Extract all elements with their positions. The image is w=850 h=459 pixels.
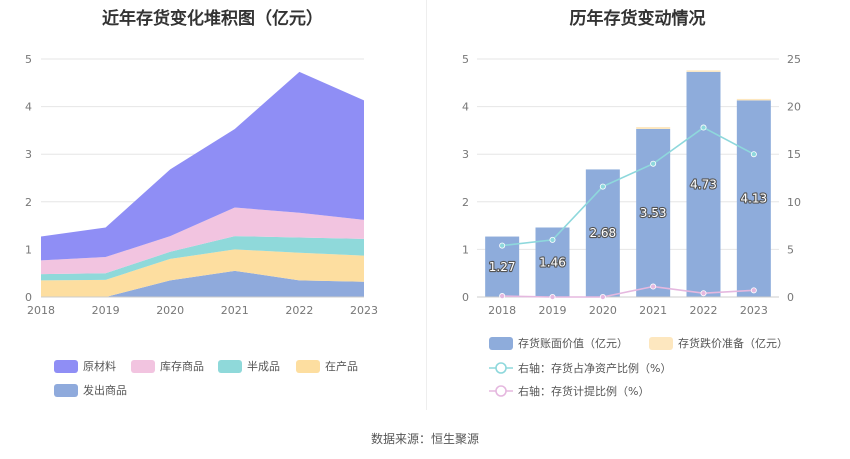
legend-swatch <box>54 360 78 373</box>
line-point <box>599 293 606 300</box>
legend-label: 在产品 <box>325 359 358 373</box>
y-tick-label: 2 <box>25 196 32 209</box>
line-series <box>502 285 754 298</box>
legend-label: 右轴：存货占净资产比例（%） <box>518 361 671 375</box>
y-tick-label: 0 <box>25 291 32 304</box>
y-tick-label: 5 <box>25 53 32 66</box>
stacked-area-chart: 0 1 2 3 4 5 2018 2019 2020 2021 2022 2023 原材料 库存商品 半成品… <box>25 53 378 397</box>
bar-value-label: 3.53 <box>640 206 667 220</box>
line-point <box>750 151 757 158</box>
area-series <box>41 236 364 281</box>
right-chart-title: 历年存货变动情况 <box>569 9 706 29</box>
line-point <box>549 293 556 300</box>
bar <box>686 71 721 298</box>
line-point <box>750 287 757 294</box>
legend-swatch <box>296 360 320 373</box>
line-point <box>599 183 606 190</box>
data-source-note: 数据来源：恒生聚源 <box>370 432 479 446</box>
legend-label: 发出商品 <box>83 383 127 397</box>
area-series <box>41 270 364 297</box>
y2-tick-label: 15 <box>787 148 801 161</box>
left-chart-title: 近年存货变化堆积图（亿元） <box>102 9 323 29</box>
bar <box>585 169 620 297</box>
x-tick-label: 2022 <box>690 304 718 317</box>
line-series <box>502 126 755 247</box>
area-series <box>41 71 364 261</box>
legend-swatch <box>489 337 513 350</box>
legend-swatch <box>54 384 78 397</box>
legend-marker <box>495 385 507 397</box>
legend-label: 存货跌价准备（亿元） <box>678 336 788 350</box>
reserve-bar <box>736 98 771 101</box>
x-tick-label: 2018 <box>488 304 516 317</box>
legend-label: 库存商品 <box>160 359 204 373</box>
y2-tick-label: 20 <box>787 101 801 114</box>
y-tick-label: 3 <box>25 148 32 161</box>
y-tick-label: 4 <box>25 101 32 114</box>
y-tick-label: 4 <box>462 101 469 114</box>
legend-label: 存货账面价值（亿元） <box>518 336 628 350</box>
y2-tick-label: 5 <box>787 243 794 256</box>
x-tick-label: 2021 <box>221 304 249 317</box>
x-tick-label: 2023 <box>740 304 768 317</box>
y-tick-label: 0 <box>462 291 469 304</box>
x-tick-label: 2022 <box>285 304 313 317</box>
bar-value-label: 4.13 <box>740 192 767 206</box>
line-point <box>650 160 657 167</box>
y2-tick-label: 10 <box>787 196 801 209</box>
bar-value-label: 1.46 <box>539 255 566 269</box>
inventory-bar-line-chart: 0 1 2 3 4 5 0 5 10 15 20 25 1.27 1.46 2.68 3.53 4.73 4.13… <box>462 53 801 398</box>
y-tick-label: 1 <box>462 243 469 256</box>
bar <box>636 128 671 297</box>
x-tick-label: 2023 <box>350 304 378 317</box>
line-point <box>499 242 506 249</box>
x-tick-label: 2020 <box>589 304 617 317</box>
legend-label: 原材料 <box>83 359 116 373</box>
y2-tick-label: 0 <box>787 291 794 304</box>
reserve-bar <box>636 127 671 129</box>
line-point <box>650 283 657 290</box>
area-series <box>41 249 364 297</box>
x-tick-label: 2018 <box>27 304 55 317</box>
area-series <box>41 207 364 275</box>
y-tick-label: 1 <box>25 243 32 256</box>
x-tick-label: 2020 <box>156 304 184 317</box>
legend-swatch <box>218 360 242 373</box>
reserve-bar <box>686 70 721 72</box>
y2-tick-label: 25 <box>787 53 801 66</box>
y-tick-label: 3 <box>462 148 469 161</box>
legend-swatch <box>131 360 155 373</box>
legend-marker <box>495 362 507 374</box>
y-tick-label: 2 <box>462 196 469 209</box>
line-point <box>700 124 707 131</box>
bar <box>736 100 771 297</box>
bar-value-label: 4.73 <box>690 177 717 191</box>
line-point <box>499 293 506 300</box>
panel-divider <box>426 0 427 410</box>
line-point <box>549 236 556 243</box>
line-point <box>700 290 707 297</box>
legend-swatch <box>649 337 673 350</box>
x-tick-label: 2021 <box>639 304 667 317</box>
x-tick-label: 2019 <box>539 304 567 317</box>
legend-label: 半成品 <box>247 359 280 373</box>
legend-label: 右轴：存货计提比例（%） <box>518 384 649 398</box>
bar-value-label: 1.27 <box>489 260 516 274</box>
bar-value-label: 2.68 <box>589 226 616 240</box>
y-tick-label: 5 <box>462 53 469 66</box>
x-tick-label: 2019 <box>92 304 120 317</box>
